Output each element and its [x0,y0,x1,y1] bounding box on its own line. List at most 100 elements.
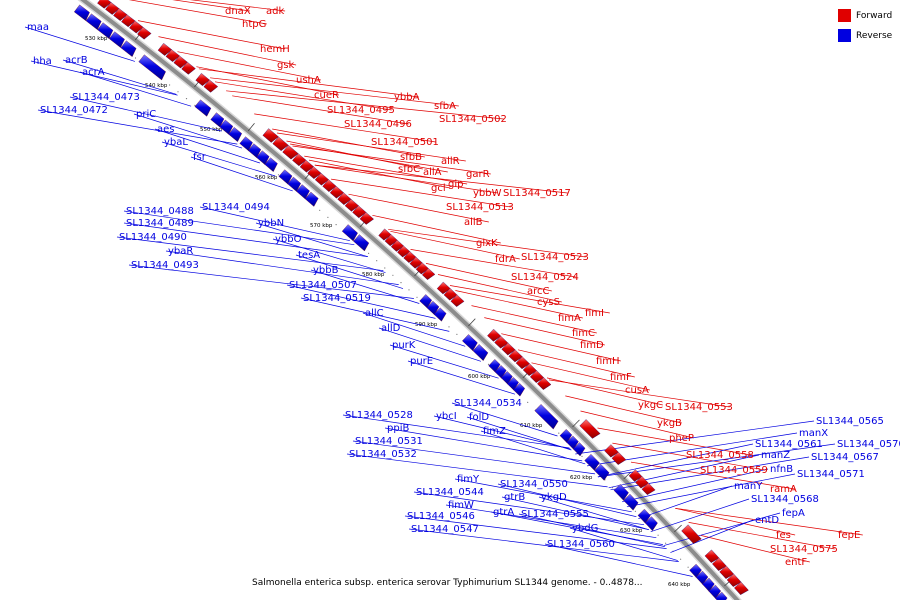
reverse-leader-line [597,443,754,478]
reverse-gene-label-sl1344-0565: SL1344_0565 [816,416,884,427]
forward-gene-label-fimf: fimF [610,372,632,383]
reverse-leader-line [300,297,450,332]
reverse-leader-line [272,238,386,273]
reverse-gene-label-sl1344-0544: SL1344_0544 [416,487,484,498]
kbp-tick-label: 600 kbp [468,374,491,380]
forward-gene-label-sl1344-0524: SL1344_0524 [511,272,579,283]
reverse-leader-line [310,269,420,304]
reverse-gene-label-sl1344-0473: SL1344_0473 [72,92,140,103]
reverse-gene-label-sl1344-0546: SL1344_0546 [407,511,475,522]
reverse-leader-line [501,496,649,531]
forward-gene-label-sl1344-0558: SL1344_0558 [686,450,754,461]
forward-gene-label-usha: ushA [296,75,321,86]
forward-leader-line [630,461,795,490]
forward-gene-label-sl1344-0523: SL1344_0523 [521,252,589,263]
reverse-feature [734,581,749,595]
scale-dot [169,84,171,86]
reverse-leader-line [597,443,836,478]
reverse-feature [359,211,374,225]
scale-dot [194,104,196,106]
forward-leader-line [565,395,682,424]
reverse-feature [450,294,465,307]
reverse-leader-line [650,498,750,533]
forward-gene-label-fdra: fdrA [495,254,516,265]
forward-gene-label-cyss: cysS [537,297,560,308]
reverse-gene-label-ybbb: ybbB [313,265,339,276]
scale-dot [487,363,490,365]
forward-feature [97,22,114,39]
reverse-gene-label-ybbn: ybbN [258,218,284,229]
forward-leader-line [198,68,419,98]
genome-backbone-shadow [77,0,742,600]
forward-feature [433,307,447,322]
scale-dot [408,289,410,291]
reverse-leader-line [199,206,350,242]
forward-leader-line [675,507,796,536]
forward-gene-label-ykgc: ykgC [638,400,663,411]
scale-dot [416,296,418,298]
forward-gene-label-sl1344-0496: SL1344_0496 [344,119,412,130]
forward-leader-line [158,36,297,66]
reverse-feature [681,524,702,544]
reverse-leader-line [466,416,572,451]
reverse-leader-line [123,210,355,246]
reverse-gene-label-fimz: fimZ [483,426,506,437]
forward-gene-label-fimi: fimI [585,308,604,319]
forward-gene-label-cusa: cusA [625,385,649,396]
forward-leader-line [189,0,286,12]
scale-dot [634,510,637,512]
reverse-leader-line [575,420,815,455]
forward-leader-line [410,249,576,278]
reverse-gene-label-sl1344-0567: SL1344_0567 [811,452,879,463]
scale-dot [612,487,614,489]
reverse-leader-line [413,491,645,526]
forward-leader-line [531,362,650,391]
forward-leader-line [314,164,568,194]
forward-leader-line [314,164,498,194]
reverse-leader-line [626,473,796,508]
scale-dot [581,455,583,457]
reverse-leader-line [389,344,499,379]
reverse-gene-label-sl1344-0531: SL1344_0531 [355,436,423,447]
reverse-gene-label-fold: folD [469,412,489,423]
reverse-leader-line [190,156,293,192]
forward-feature [194,99,212,117]
legend: Forward Reverse [838,8,892,48]
forward-gene-label-fimd: fimD [580,340,604,351]
kbp-tick-mark [623,471,632,480]
reverse-gene-label-allc: allC [365,308,384,319]
forward-leader-line [232,95,409,125]
forward-gene-label-adk: adk [266,6,284,17]
scale-dot [327,216,329,218]
forward-feature [264,157,278,172]
forward-gene-label-fimh: fimH [596,356,620,367]
reverse-feature [611,451,627,465]
forward-gene-label-fima: fimA [558,313,581,324]
reverse-gene-label-sl1344-0493: SL1344_0493 [131,260,199,271]
forward-gene-label-fepe: fepE [838,530,860,541]
forward-gene-label-rama: ramA [770,484,797,495]
forward-gene-label-sfba: sfbA [434,101,456,112]
reverse-swatch [838,29,851,42]
kbp-tick-mark [674,524,682,533]
scale-dot [657,534,659,536]
scale-dot [376,260,378,262]
forward-leader-line [348,193,489,223]
reverse-gene-label-sl1344-0571: SL1344_0571 [797,469,865,480]
leader-lines [24,0,863,577]
scale-dot [335,224,337,226]
reverse-leader-line [663,512,781,546]
forward-gene-label-gip: gip [448,179,463,190]
reverse-leader-line [454,478,632,513]
scale-dot [384,267,386,269]
forward-gene-label-allr: allR [441,156,460,167]
forward-leader-line [172,0,250,12]
reverse-leader-line [346,453,608,488]
forward-leader-line [137,20,285,50]
reverse-gene-label-sl1344-0488: SL1344_0488 [126,206,194,217]
reverse-feature [641,482,656,495]
reverse-gene-label-acrb: acrB [65,55,88,66]
reverse-leader-line [116,236,384,271]
reverse-feature [537,377,552,390]
